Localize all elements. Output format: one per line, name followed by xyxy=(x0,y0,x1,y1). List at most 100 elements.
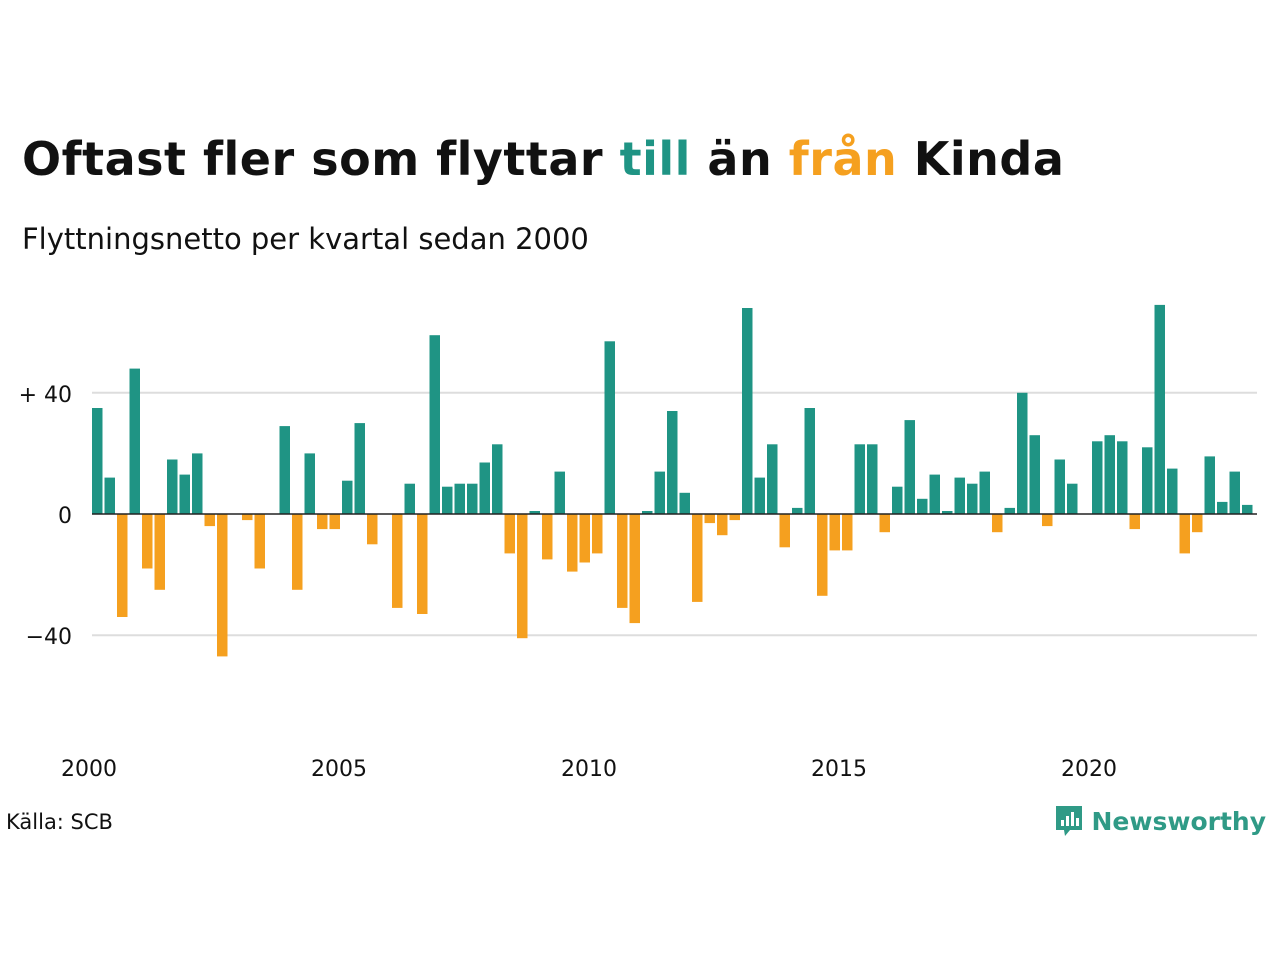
bar xyxy=(479,462,490,514)
bar xyxy=(692,514,703,602)
title-highlight-fran: från xyxy=(788,132,898,186)
bar xyxy=(517,514,528,639)
bar xyxy=(317,514,328,530)
bar xyxy=(942,511,953,514)
bar xyxy=(367,514,378,545)
x-tick-label: 2000 xyxy=(61,757,117,782)
y-tick-label: 0 xyxy=(58,504,72,529)
newsworthy-logo-icon xyxy=(1055,806,1082,836)
bar xyxy=(104,477,115,514)
bar xyxy=(754,477,765,514)
x-tick-label: 2020 xyxy=(1061,757,1117,782)
bar xyxy=(279,426,290,514)
y-tick-label: −40 xyxy=(26,625,72,650)
source-note: Källa: SCB xyxy=(6,810,113,834)
bar xyxy=(917,498,928,514)
bar xyxy=(704,514,715,524)
bar xyxy=(392,514,403,608)
bar xyxy=(342,480,353,514)
bar xyxy=(1229,471,1240,514)
brand-name: Newsworthy xyxy=(1091,806,1267,836)
bar xyxy=(742,308,753,514)
bar xyxy=(1154,304,1165,514)
bar xyxy=(667,411,678,514)
bar xyxy=(779,514,790,548)
bar xyxy=(1104,435,1115,514)
x-tick-label: 2010 xyxy=(561,757,617,782)
bar xyxy=(1192,514,1203,533)
bar xyxy=(442,486,453,514)
bar xyxy=(329,514,340,530)
bar xyxy=(867,444,878,514)
bar xyxy=(154,514,165,590)
bar xyxy=(567,514,578,572)
bar xyxy=(454,483,465,514)
bar xyxy=(804,408,815,514)
bar xyxy=(1117,441,1128,514)
bar xyxy=(1204,456,1215,514)
bar xyxy=(1029,435,1040,514)
bar xyxy=(1017,392,1028,514)
x-tick-label: 2015 xyxy=(811,757,867,782)
axes: + 40 0 −40 2000 2005 2010 2015 2020 xyxy=(19,383,1257,782)
bar xyxy=(167,459,178,514)
title-part-2: än xyxy=(690,132,789,186)
x-tick-label: 2005 xyxy=(311,757,367,782)
y-tick-label: + 40 xyxy=(19,383,72,408)
bar xyxy=(142,514,153,569)
bar xyxy=(1242,504,1253,514)
bar xyxy=(404,483,415,514)
bar xyxy=(904,420,915,514)
bar xyxy=(604,341,615,514)
bar xyxy=(254,514,265,569)
bar xyxy=(954,477,965,514)
bar xyxy=(117,514,128,617)
bar xyxy=(467,483,478,514)
bar xyxy=(1142,447,1153,514)
bar xyxy=(929,474,940,514)
bar xyxy=(767,444,778,514)
bar xyxy=(854,444,865,514)
bar xyxy=(642,511,653,514)
bar xyxy=(829,514,840,551)
bar xyxy=(242,514,253,521)
bar xyxy=(529,511,540,514)
bar xyxy=(729,514,740,521)
bar xyxy=(292,514,303,590)
bar xyxy=(892,486,903,514)
bar-chart: + 40 0 −40 2000 2005 2010 2015 2020 xyxy=(19,304,1257,782)
bar xyxy=(179,474,190,514)
bar xyxy=(417,514,428,614)
bar xyxy=(129,368,140,514)
grid-lines xyxy=(92,391,1257,637)
bar xyxy=(304,453,315,514)
bar xyxy=(842,514,853,551)
bar xyxy=(1167,468,1178,514)
bar xyxy=(204,514,215,527)
bar xyxy=(354,423,365,514)
bar xyxy=(592,514,603,554)
bar xyxy=(617,514,628,608)
bar xyxy=(492,444,503,514)
bar xyxy=(1042,514,1053,527)
bar xyxy=(654,471,665,514)
bar xyxy=(554,471,565,514)
bar xyxy=(579,514,590,563)
bar xyxy=(967,483,978,514)
bar xyxy=(92,408,103,514)
bar xyxy=(879,514,890,533)
brand-logo: Newsworthy xyxy=(1054,804,1267,838)
title-part-1: Oftast fler som flyttar xyxy=(22,132,620,186)
bar xyxy=(1092,441,1103,514)
bar xyxy=(629,514,640,624)
chart-title: Oftast fler som flyttar till än från Kin… xyxy=(22,132,1064,186)
bar xyxy=(992,514,1003,533)
bars xyxy=(92,304,1253,657)
bar xyxy=(1129,514,1140,530)
bar xyxy=(1004,507,1015,514)
bar xyxy=(217,514,228,657)
bar xyxy=(817,514,828,596)
bar xyxy=(679,492,690,514)
title-highlight-till: till xyxy=(619,132,691,186)
bar xyxy=(504,514,515,554)
